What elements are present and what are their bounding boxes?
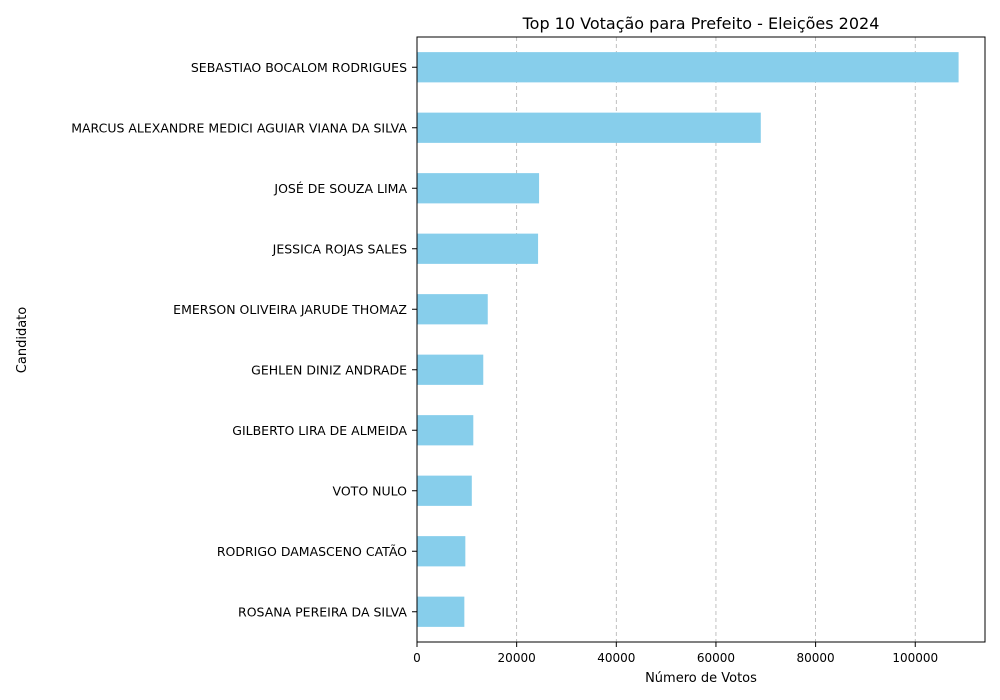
category-label: JOSÉ DE SOUZA LIMA [273,181,407,196]
x-tick-label: 40000 [597,651,635,665]
chart-title: Top 10 Votação para Prefeito - Eleições … [522,14,880,33]
bar [417,294,488,325]
bar [417,173,540,204]
category-label: ROSANA PEREIRA DA SILVA [238,604,407,619]
category-label: MARCUS ALEXANDRE MEDICI AGUIAR VIANA DA … [71,120,407,135]
y-axis-categories: SEBASTIAO BOCALOM RODRIGUES MARCUS ALEXAN… [71,60,417,619]
category-label: SEBASTIAO BOCALOM RODRIGUES [191,60,407,75]
plot-frame [416,36,986,643]
x-tick-label: 80000 [797,651,835,665]
x-tick-label: 100000 [892,651,938,665]
bar [417,52,959,83]
y-axis-label: Candidato [15,307,30,373]
bar [417,354,484,385]
category-label: JESSICA ROJAS SALES [272,241,407,256]
category-label: GEHLEN DINIZ ANDRADE [251,362,407,377]
bar [417,233,539,264]
bar [417,596,465,627]
x-tick-label: 0 [413,651,421,665]
category-label: VOTO NULO [333,483,408,498]
x-tick-label: 20000 [498,651,536,665]
bar [417,475,472,506]
category-label: EMERSON OLIVEIRA JARUDE THOMAZ [173,302,407,317]
category-label: GILBERTO LIRA DE ALMEIDA [232,423,407,438]
x-axis-ticks: 0 20000 40000 60000 80000 100000 [413,642,938,665]
x-tick-label: 60000 [697,651,735,665]
x-axis-label: Número de Votos [645,671,757,686]
bar [417,415,474,446]
category-label: RODRIGO DAMASCENO CATÃO [217,544,407,559]
bar [417,536,466,567]
bars [417,52,959,627]
bar [417,112,761,143]
